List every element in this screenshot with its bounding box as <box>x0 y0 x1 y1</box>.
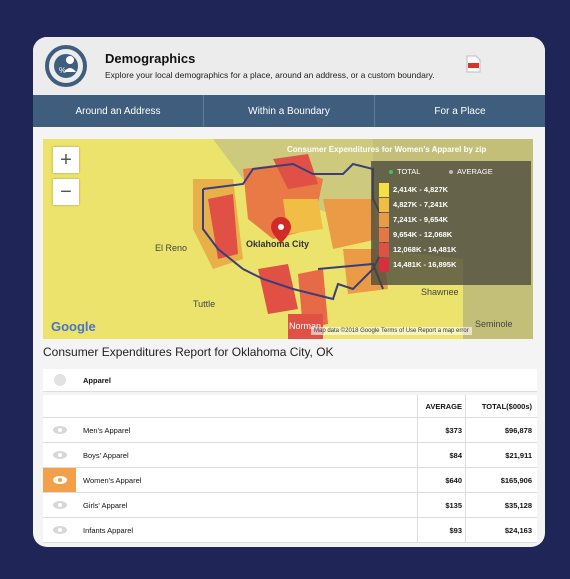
legend-swatch <box>379 183 389 197</box>
demographics-logo-icon: % <box>45 45 87 87</box>
row-total: $35,128 <box>465 493 532 517</box>
legend-label: 4,827K - 7,241K <box>393 200 449 209</box>
eye-icon[interactable] <box>43 518 76 542</box>
table-row[interactable]: Men's Apparel $373 $96,878 <box>43 418 537 443</box>
legend-swatch <box>379 228 389 242</box>
table-row[interactable]: Infants Apparel $93 $24,163 <box>43 518 537 543</box>
tab-bar: Around an Address Within a Boundary For … <box>33 95 545 127</box>
legend-average-label: AVERAGE <box>457 167 493 176</box>
table-header-row: AVERAGE TOTAL($000s) <box>43 395 537 418</box>
table-row[interactable]: Girls' Apparel $135 $35,128 <box>43 493 537 518</box>
legend-average-dot-icon <box>449 170 453 175</box>
row-name: Boys' Apparel <box>83 450 129 460</box>
legend-label: 2,414K - 4,827K <box>393 185 449 194</box>
map-attribution[interactable]: Map data ©2018 Google Terms of Use Repor… <box>311 327 472 335</box>
map-label-el-reno: El Reno <box>155 243 188 253</box>
row-total: $96,878 <box>465 418 532 442</box>
legend-average-toggle[interactable]: AVERAGE <box>449 167 493 176</box>
column-header-total: TOTAL($000s) <box>465 395 532 417</box>
row-name: Women's Apparel <box>83 475 142 485</box>
page-subtitle: Explore your local demographics for a pl… <box>105 70 435 80</box>
demographics-card: % Demographics Explore your local demogr… <box>33 37 545 547</box>
svg-text:%: % <box>59 66 66 75</box>
category-label: Apparel <box>83 375 111 385</box>
tab-around-address[interactable]: Around an Address <box>33 95 204 127</box>
map-legend: TOTAL AVERAGE 2,414K - 4,827K 4,827K - 7… <box>371 161 531 285</box>
row-average: $84 <box>417 443 462 467</box>
row-total: $24,163 <box>465 518 532 542</box>
legend-label: 14,481K - 16,895K <box>393 260 457 269</box>
legend-total-label: TOTAL <box>397 167 421 176</box>
legend-total-dot-icon <box>389 170 393 175</box>
map-label-shawnee: Shawnee <box>421 287 459 297</box>
map-label-city: Oklahoma City <box>246 239 310 249</box>
google-logo: Google <box>51 319 96 334</box>
row-name: Infants Apparel <box>83 525 134 535</box>
eye-icon[interactable] <box>43 493 76 517</box>
column-header-average: AVERAGE <box>417 395 462 417</box>
table-row[interactable]: Boys' Apparel $84 $21,911 <box>43 443 537 468</box>
row-average: $373 <box>417 418 462 442</box>
row-name: Men's Apparel <box>83 425 131 435</box>
row-average: $135 <box>417 493 462 517</box>
legend-label: 7,241K - 9,654K <box>393 215 449 224</box>
legend-swatch <box>379 243 389 257</box>
header: % Demographics Explore your local demogr… <box>33 37 545 95</box>
choropleth-map[interactable]: + − Consumer Expenditures for Women's Ap… <box>43 139 533 339</box>
legend-swatch <box>379 258 389 272</box>
legend-swatch <box>379 198 389 212</box>
map-label-tuttle: Tuttle <box>193 299 216 309</box>
tab-within-boundary[interactable]: Within a Boundary <box>204 95 375 127</box>
table-row-selected[interactable]: Women's Apparel $640 $165,906 <box>43 468 537 493</box>
row-name: Girls' Apparel <box>83 500 128 510</box>
map-label-seminole: Seminole <box>475 319 513 329</box>
map-label-norman: Norman <box>289 321 322 331</box>
tab-for-place[interactable]: For a Place <box>434 105 486 117</box>
legend-label: 9,654K - 12,068K <box>393 230 453 239</box>
page-title: Demographics <box>105 51 196 66</box>
legend-total-toggle[interactable]: TOTAL <box>389 167 420 176</box>
category-row[interactable]: Apparel <box>43 369 537 392</box>
legend-swatch <box>379 213 389 227</box>
zoom-out-button[interactable]: − <box>53 179 79 205</box>
eye-icon[interactable] <box>43 443 76 467</box>
row-average: $640 <box>417 468 462 492</box>
category-toggle-icon[interactable] <box>43 369 76 391</box>
legend-label: 12,068K - 14,481K <box>393 245 457 254</box>
zoom-in-button[interactable]: + <box>53 147 79 173</box>
row-total: $21,911 <box>465 443 532 467</box>
eye-icon[interactable] <box>43 418 76 442</box>
pdf-icon[interactable] <box>466 55 481 73</box>
eye-icon[interactable] <box>43 468 76 492</box>
row-average: $93 <box>417 518 462 542</box>
report-title: Consumer Expenditures Report for Oklahom… <box>43 345 334 359</box>
map-title: Consumer Expenditures for Women's Appare… <box>287 145 487 154</box>
row-total: $165,906 <box>465 468 532 492</box>
